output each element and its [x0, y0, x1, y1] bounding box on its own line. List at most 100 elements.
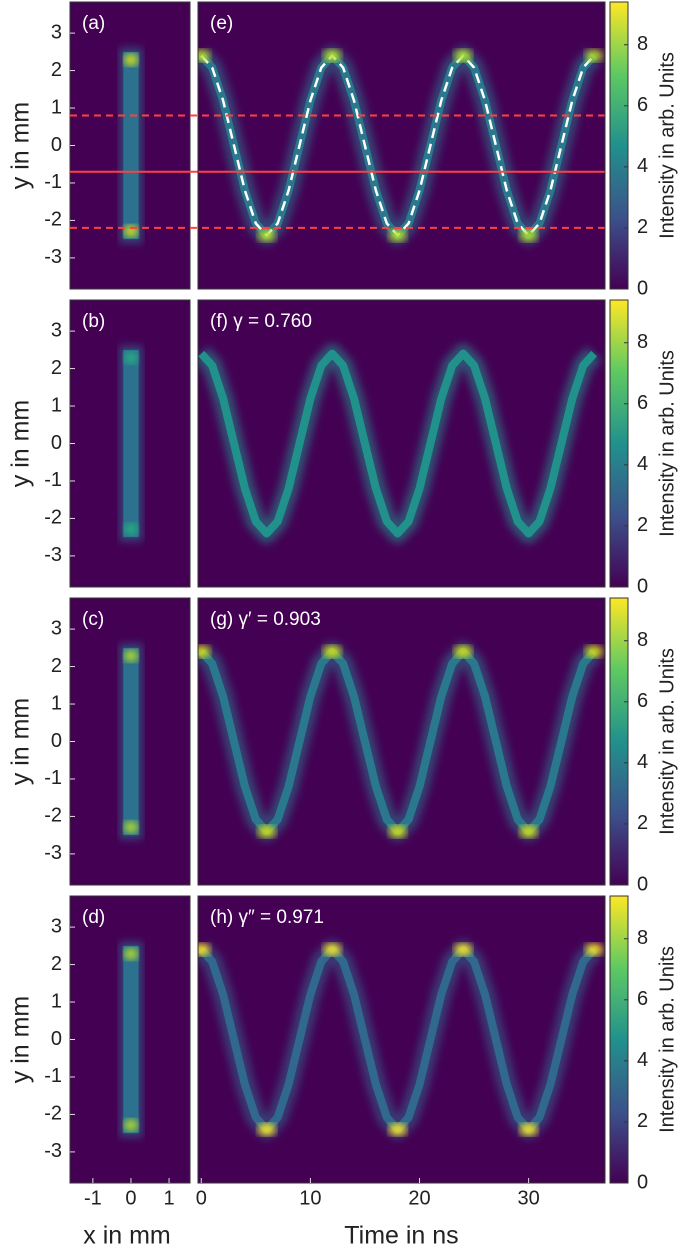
- y-axis-label: y in mm: [7, 996, 35, 1084]
- panel-label: (d): [82, 907, 105, 928]
- panel: [198, 45, 604, 246]
- colorbar-tick-label: 4: [637, 751, 648, 773]
- colorbar: [609, 1, 629, 290]
- beam-spot: [123, 649, 138, 662]
- x-axis-label: Time in ns: [344, 1222, 458, 1250]
- beam-spot: [123, 523, 138, 536]
- panel-label: (e): [210, 13, 233, 34]
- beam-spot: [123, 53, 138, 66]
- y-tick-label: -1: [44, 767, 62, 789]
- signal-peak: [198, 49, 211, 62]
- colorbar-tick-label: 2: [637, 514, 648, 536]
- panel-label: (g) γ′ = 0.903: [210, 609, 321, 630]
- panel-label: (c): [82, 609, 104, 630]
- signal-peak: [454, 943, 473, 956]
- panel-label: (b): [82, 311, 105, 332]
- colorbar-tick-label: 4: [637, 453, 648, 475]
- colorbar-tick-label: 6: [637, 392, 648, 414]
- y-tick-label: 2: [51, 953, 62, 975]
- panel-background: [198, 300, 605, 587]
- colorbar-tick-label: 4: [637, 1049, 648, 1071]
- signal-peak: [198, 943, 211, 956]
- y-axis-label: y in mm: [7, 102, 35, 190]
- y-tick-label: 1: [51, 990, 62, 1012]
- panel: [119, 47, 143, 244]
- panel: [198, 939, 604, 1140]
- y-tick-label: 3: [51, 21, 62, 43]
- x-tick-label: 1: [163, 1187, 174, 1209]
- colorbar-tick-label: 0: [637, 575, 648, 597]
- panel: [119, 941, 143, 1138]
- panel-background: [198, 2, 605, 289]
- y-tick-label: 2: [51, 59, 62, 81]
- colorbar-tick-label: 2: [637, 812, 648, 834]
- signal-peak: [323, 943, 342, 956]
- y-tick-label: -2: [44, 805, 62, 827]
- signal-peak: [585, 49, 604, 62]
- colorbar-tick-label: 8: [637, 927, 648, 949]
- signal-peak: [454, 49, 473, 62]
- colorbar-tick-label: 6: [637, 988, 648, 1010]
- y-tick-label: -3: [44, 842, 62, 864]
- beam: [123, 349, 139, 538]
- x-tick-label: 0: [125, 1187, 136, 1209]
- signal-peak: [323, 645, 342, 658]
- colorbar: [609, 597, 629, 886]
- y-tick-label: -2: [44, 209, 62, 231]
- y-tick-label: -3: [44, 544, 62, 566]
- y-tick-label: 0: [51, 432, 62, 454]
- colorbar-tick-label: 2: [637, 216, 648, 238]
- beam: [123, 647, 139, 836]
- y-tick-label: -1: [44, 171, 62, 193]
- y-tick-label: -2: [44, 1103, 62, 1125]
- signal-peak: [519, 825, 538, 838]
- beam-spot: [123, 1119, 138, 1132]
- y-tick-label: -3: [44, 1140, 62, 1162]
- panel-frame: [197, 1, 606, 290]
- panel: [119, 345, 143, 542]
- colorbar-label: Intensity in arb. Units: [656, 350, 678, 537]
- signal-peak: [198, 645, 211, 658]
- colorbar-tick-label: 0: [637, 277, 648, 299]
- y-tick-label: 3: [51, 915, 62, 937]
- colorbar-tick-label: 6: [637, 690, 648, 712]
- signal-peak: [585, 645, 604, 658]
- y-tick-label: 1: [51, 394, 62, 416]
- y-tick-label: 2: [51, 655, 62, 677]
- signal-peak: [257, 825, 276, 838]
- colorbar-label: Intensity in arb. Units: [656, 648, 678, 835]
- colorbar: [609, 299, 629, 588]
- panel: [198, 343, 602, 544]
- y-tick-label: 0: [51, 730, 62, 752]
- y-tick-label: 1: [51, 96, 62, 118]
- colorbar-tick-label: 0: [637, 873, 648, 895]
- panel-frame: [197, 895, 606, 1184]
- y-tick-label: 2: [51, 357, 62, 379]
- signal-peak: [257, 1123, 276, 1136]
- y-tick-label: 0: [51, 1028, 62, 1050]
- colorbar-tick-label: 2: [637, 1110, 648, 1132]
- signal-peak: [519, 229, 538, 242]
- panel-frame: [197, 299, 606, 588]
- colorbar-label: Intensity in arb. Units: [656, 52, 678, 239]
- colorbar-label: Intensity in arb. Units: [656, 946, 678, 1133]
- beam: [123, 51, 139, 240]
- y-tick-label: -1: [44, 469, 62, 491]
- x-axis-label: x in mm: [83, 1222, 171, 1250]
- beam-spot: [123, 947, 138, 960]
- panel: [198, 641, 604, 842]
- x-tick-label: -1: [84, 1187, 102, 1209]
- y-tick-label: 3: [51, 617, 62, 639]
- signal-peak: [257, 229, 276, 242]
- signal-peak: [388, 229, 407, 242]
- signal-peak: [388, 1123, 407, 1136]
- x-tick-label: 30: [517, 1187, 539, 1209]
- colorbar-tick-label: 8: [637, 33, 648, 55]
- panel: [119, 643, 143, 840]
- signal-peak: [519, 1123, 538, 1136]
- signal: [198, 349, 598, 538]
- y-tick-label: 0: [51, 134, 62, 156]
- y-tick-label: -2: [44, 507, 62, 529]
- y-axis-label: y in mm: [7, 698, 35, 786]
- colorbar: [609, 895, 629, 1184]
